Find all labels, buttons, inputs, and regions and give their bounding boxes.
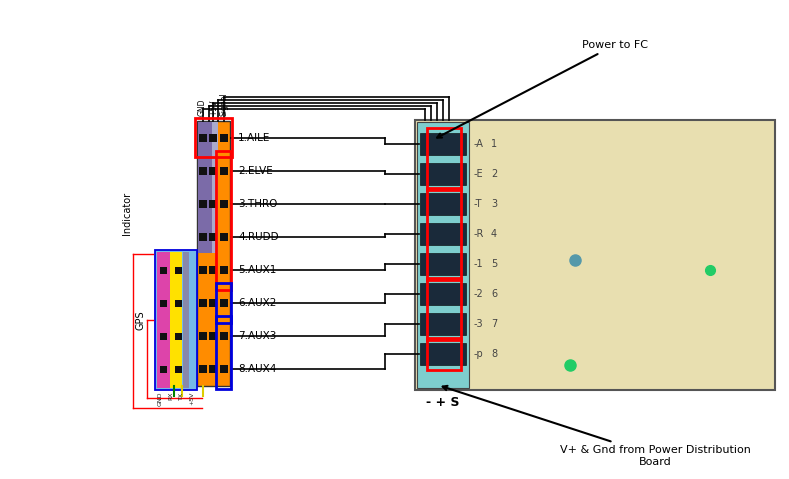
Text: -A: -A bbox=[474, 139, 484, 149]
Bar bbox=[420, 283, 466, 305]
Bar bbox=[160, 300, 167, 307]
Text: Signal: Signal bbox=[219, 92, 229, 116]
Bar bbox=[199, 134, 207, 142]
Bar bbox=[220, 200, 228, 208]
Bar bbox=[174, 333, 181, 340]
Text: Indicator: Indicator bbox=[122, 192, 132, 235]
Bar bbox=[220, 167, 228, 175]
Bar bbox=[160, 333, 167, 340]
Bar bbox=[220, 365, 228, 374]
Text: 1: 1 bbox=[491, 139, 497, 149]
Bar bbox=[174, 300, 181, 307]
Text: 7: 7 bbox=[491, 319, 497, 329]
Bar bbox=[160, 366, 167, 373]
Bar bbox=[417, 122, 469, 388]
Bar bbox=[210, 167, 218, 175]
Bar bbox=[220, 233, 228, 241]
Bar bbox=[220, 332, 228, 340]
Text: 4: 4 bbox=[491, 229, 497, 239]
Text: 6: 6 bbox=[491, 289, 497, 299]
Text: -T: -T bbox=[474, 199, 483, 209]
Text: 2.ELVE: 2.ELVE bbox=[238, 166, 273, 176]
Bar bbox=[420, 313, 466, 335]
Text: -E: -E bbox=[474, 169, 484, 179]
Bar bbox=[420, 133, 466, 155]
Text: 3.THRO: 3.THRO bbox=[238, 199, 278, 209]
Text: 4.RUDD: 4.RUDD bbox=[238, 232, 279, 242]
Text: 8: 8 bbox=[491, 349, 497, 359]
Text: +5V: +5V bbox=[209, 100, 218, 116]
Bar bbox=[199, 332, 207, 340]
Bar bbox=[220, 266, 228, 274]
Text: 5: 5 bbox=[491, 259, 497, 269]
Text: -3: -3 bbox=[474, 319, 484, 329]
Bar bbox=[420, 163, 466, 185]
Bar bbox=[210, 332, 218, 340]
Bar bbox=[197, 121, 230, 386]
Text: RX: RX bbox=[168, 392, 173, 400]
Bar bbox=[170, 251, 182, 388]
Bar bbox=[420, 253, 466, 275]
Text: -1: -1 bbox=[474, 259, 484, 269]
Bar bbox=[210, 134, 218, 142]
Bar bbox=[216, 283, 230, 323]
Bar bbox=[420, 193, 466, 215]
Text: 6.AUX2: 6.AUX2 bbox=[238, 298, 276, 308]
Text: -2: -2 bbox=[474, 289, 484, 299]
Text: -R: -R bbox=[474, 229, 484, 239]
Bar bbox=[415, 120, 775, 390]
Bar bbox=[157, 251, 170, 388]
Bar bbox=[210, 233, 218, 241]
Bar bbox=[210, 200, 218, 208]
Bar bbox=[199, 299, 207, 307]
Text: TX: TX bbox=[178, 392, 184, 400]
Bar bbox=[174, 266, 181, 274]
Text: 3: 3 bbox=[491, 199, 497, 209]
Bar bbox=[199, 167, 207, 175]
Text: - + S: - + S bbox=[426, 396, 460, 409]
Bar bbox=[198, 122, 213, 252]
Bar bbox=[427, 128, 461, 190]
Bar bbox=[183, 251, 189, 388]
Bar bbox=[174, 366, 181, 373]
Text: V+ & Gnd from Power Distribution
Board: V+ & Gnd from Power Distribution Board bbox=[443, 386, 750, 467]
Bar bbox=[199, 266, 207, 274]
Text: Power to FC: Power to FC bbox=[437, 40, 648, 137]
Bar bbox=[210, 365, 218, 374]
Bar bbox=[420, 343, 466, 365]
Bar bbox=[195, 118, 232, 158]
Bar bbox=[210, 266, 218, 274]
Bar bbox=[199, 233, 207, 241]
Text: -p: -p bbox=[474, 349, 484, 359]
Bar bbox=[220, 134, 228, 142]
Bar bbox=[216, 317, 230, 389]
Bar bbox=[155, 250, 197, 390]
Text: 1.AILE: 1.AILE bbox=[238, 133, 271, 143]
Text: 2: 2 bbox=[491, 169, 497, 179]
Text: GPS: GPS bbox=[136, 310, 146, 330]
Text: 7.AUX3: 7.AUX3 bbox=[238, 331, 276, 342]
Text: 5.AUX1: 5.AUX1 bbox=[238, 265, 276, 275]
Bar bbox=[427, 278, 461, 340]
Text: GND: GND bbox=[158, 392, 163, 407]
Bar bbox=[216, 151, 230, 290]
Bar bbox=[160, 266, 167, 274]
Bar bbox=[220, 299, 228, 307]
Text: +5V: +5V bbox=[189, 392, 194, 405]
Bar bbox=[210, 299, 218, 307]
Bar bbox=[199, 365, 207, 374]
Text: GND: GND bbox=[198, 99, 207, 116]
Bar bbox=[427, 338, 461, 370]
Text: 8.AUX4: 8.AUX4 bbox=[238, 365, 276, 375]
Bar bbox=[420, 223, 466, 245]
Bar bbox=[199, 200, 207, 208]
Bar bbox=[427, 188, 461, 280]
Bar bbox=[212, 122, 218, 252]
